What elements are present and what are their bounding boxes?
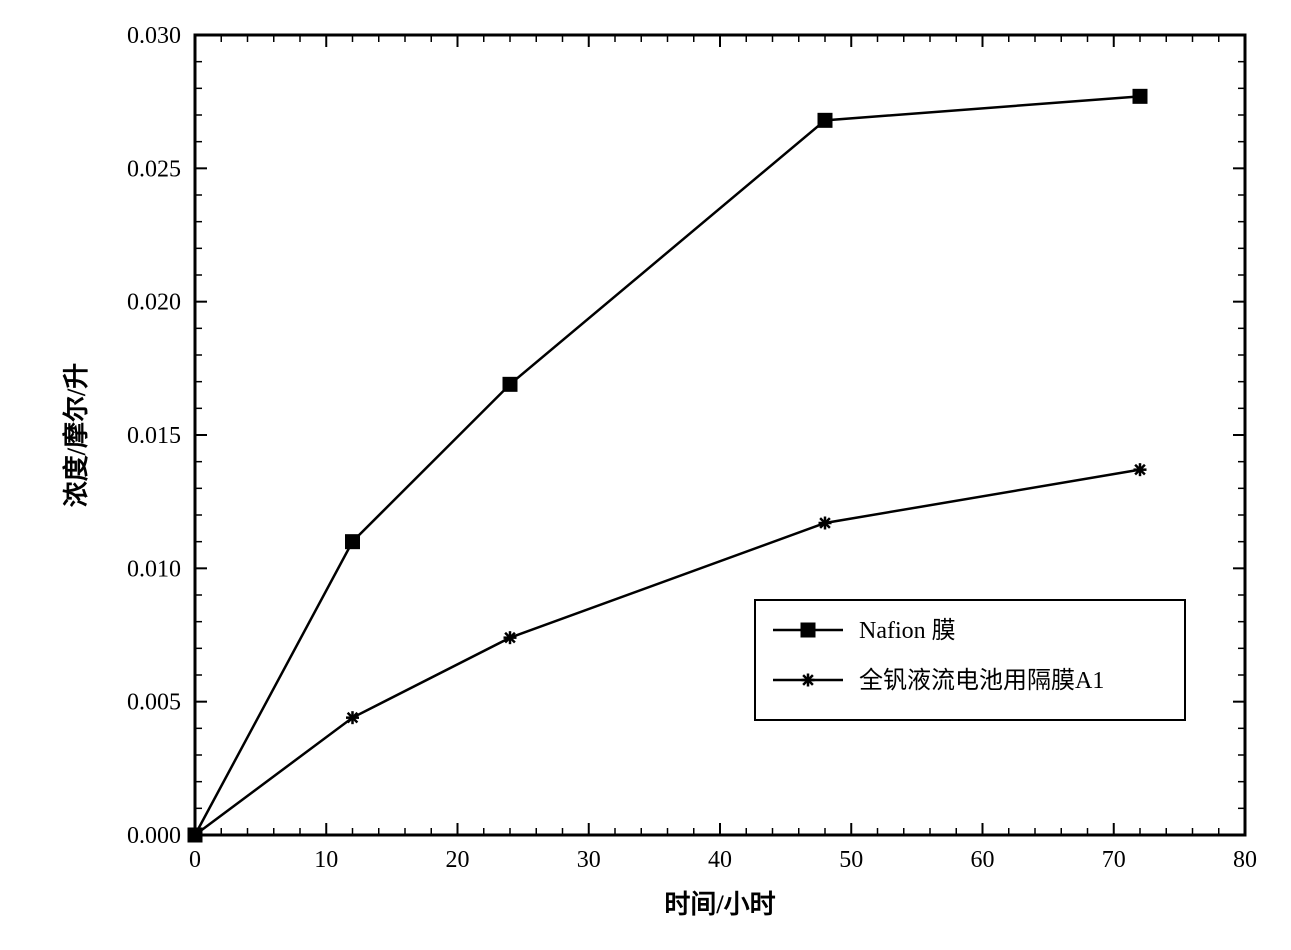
svg-text:0.000: 0.000	[127, 823, 181, 849]
svg-text:50: 50	[839, 847, 863, 873]
svg-text:0.010: 0.010	[127, 556, 181, 582]
svg-text:0.025: 0.025	[127, 156, 181, 182]
line-chart: 0 10 20 30 40 50 60 70 80 0.000 0.005 0.010 0.015 0.0…	[0, 0, 1291, 950]
svg-text:80: 80	[1233, 847, 1257, 873]
svg-text:0.005: 0.005	[127, 690, 181, 716]
svg-text:20: 20	[446, 847, 470, 873]
chart-container: 0 10 20 30 40 50 60 70 80 0.000 0.005 0.010 0.015 0.0…	[0, 0, 1291, 950]
svg-text:30: 30	[577, 847, 601, 873]
svg-text:10: 10	[314, 847, 338, 873]
svg-text:时间/小时: 时间/小时	[664, 890, 775, 919]
svg-text:浓度/摩尔/升: 浓度/摩尔/升	[61, 363, 91, 507]
svg-text:0: 0	[189, 847, 201, 873]
svg-text:全钒液流电池用隔膜A1: 全钒液流电池用隔膜A1	[859, 667, 1104, 694]
svg-text:0.020: 0.020	[127, 290, 181, 316]
svg-text:70: 70	[1102, 847, 1126, 873]
svg-text:40: 40	[708, 847, 732, 873]
svg-text:Nafion 膜: Nafion 膜	[859, 617, 956, 644]
svg-text:60: 60	[971, 847, 995, 873]
svg-text:0.030: 0.030	[127, 23, 181, 49]
svg-text:0.015: 0.015	[127, 423, 181, 449]
